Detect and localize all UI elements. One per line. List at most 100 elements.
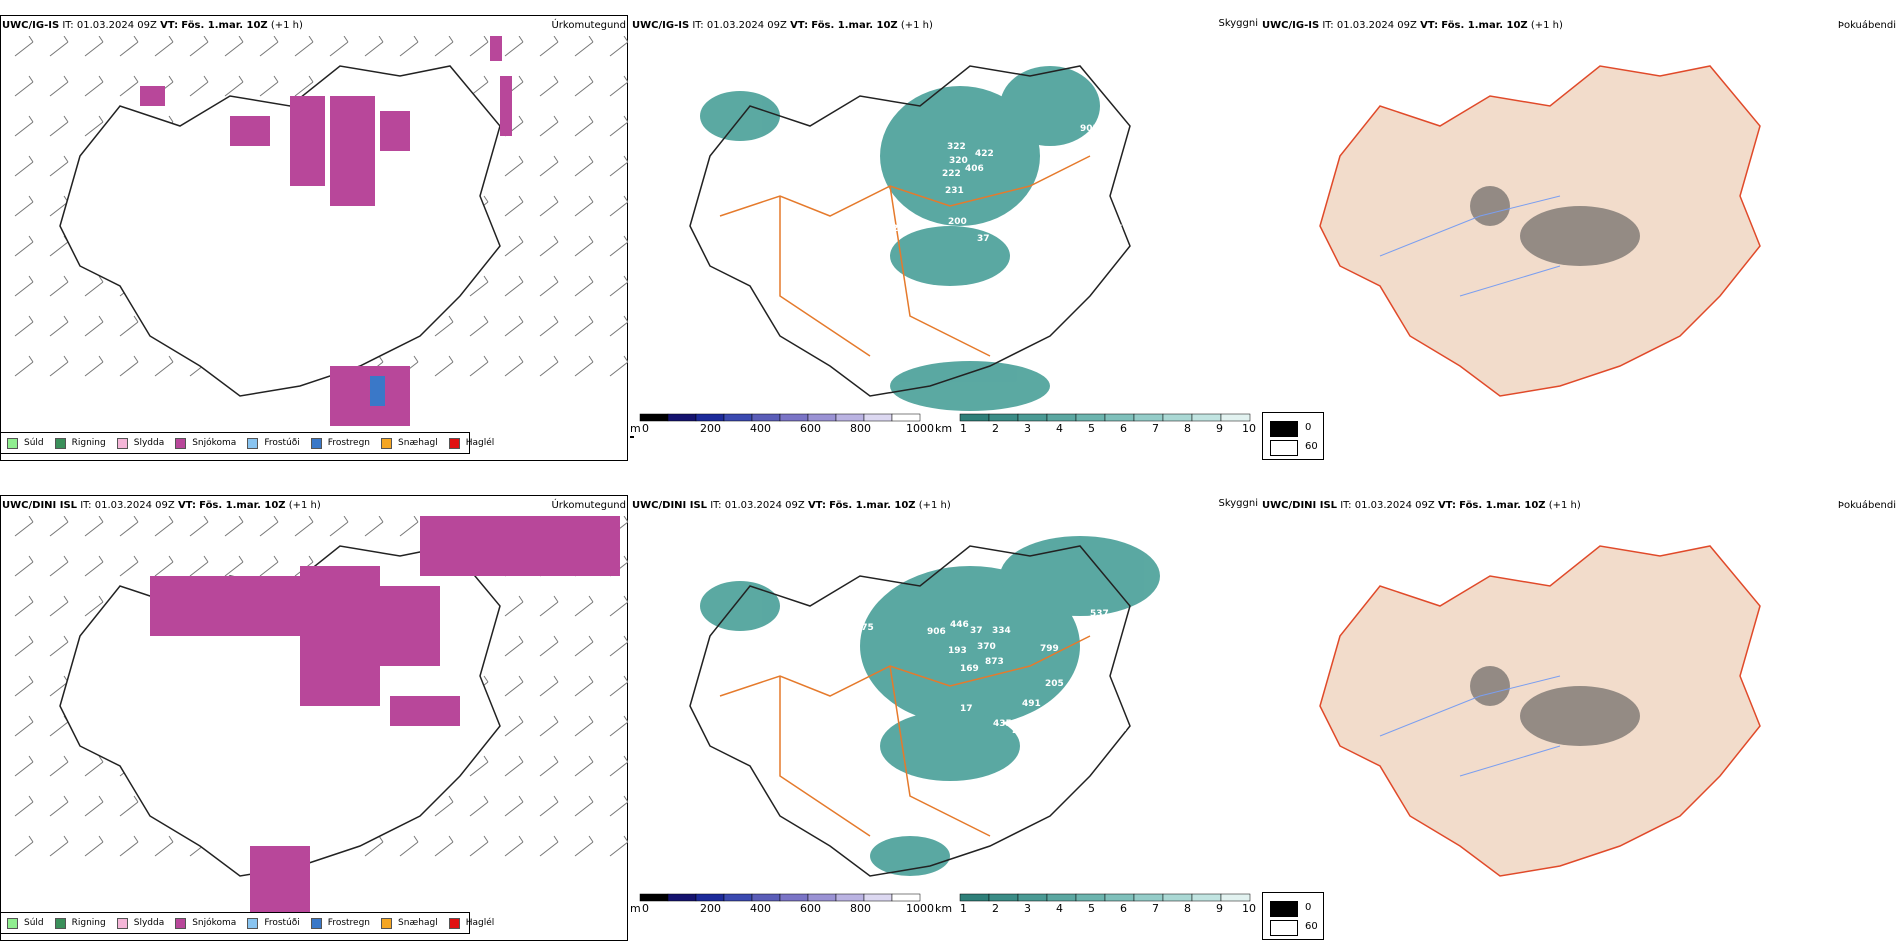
wind-barb [49,835,69,857]
legend-item: Slydda [116,917,164,929]
wind-barb [504,835,524,857]
cloud-map: 375 906 446 334 37 370 193 873 799 537 1… [689,536,1189,877]
wind-barb [504,315,524,337]
wind-barb [469,755,489,777]
wind-barb [609,36,628,57]
svg-text:183: 183 [1108,239,1127,249]
svg-text:17: 17 [960,704,973,714]
wind-barb [364,516,384,537]
panel-title: UWC/DINI ISL IT: 01.03.2024 09Z VT: Fös.… [2,500,321,511]
wind-barb [14,516,34,537]
wind-barb [609,635,628,657]
height-colorbar [630,413,1251,438]
wind-barb [574,195,594,217]
wind-barb [574,795,594,817]
legend-item: Frostúði [247,437,300,449]
wind-barb [539,36,559,57]
wind-barb [609,595,628,617]
svg-text:193: 193 [948,646,967,656]
wind-barb [609,795,628,817]
precip-map [14,516,628,916]
wind-barb [49,516,69,537]
wind-barb [574,675,594,697]
wind-barb [49,36,69,57]
wind-barb [49,755,69,777]
wind-barb [434,355,454,377]
panel-title: UWC/DINI ISL IT: 01.03.2024 09Z VT: Fös.… [632,500,951,511]
wind-barb [609,155,628,177]
panel-type-label: Úrkomutegund [551,500,626,511]
wind-barb [154,36,174,57]
legend-item: Haglél [448,437,494,449]
wind-barb [504,195,524,217]
svg-text:938: 938 [1017,204,1036,214]
cloud-map: 322 320 422 222 406 231 903 938 344 24 2… [689,65,1131,411]
wind-barb [84,795,104,817]
svg-text:228: 228 [858,704,877,714]
wind-barb [469,355,489,377]
panel-title: UWC/IG-IS IT: 01.03.2024 09Z VT: Fös. 1.… [1262,20,1563,31]
snow-areas [150,516,620,916]
panel-type-label: Úrkomutegund [551,20,626,31]
colorbar-labels: m 0 200 400 600 800 1000 km 1 2 3 4 5 6 … [630,422,1256,435]
fog-panel-2: UWC/DINI ISL IT: 01.03.2024 09Z VT: Fös.… [1260,480,1900,950]
wind-barb [259,36,279,57]
precip-type-panel-2: UWC/DINI ISL IT: 01.03.2024 09Z VT: Fös.… [0,480,630,950]
wind-barb [14,595,34,617]
wind-barb [539,755,559,777]
wind-barb [539,835,559,857]
height-colorbar [639,893,1251,902]
wind-barb [154,516,174,537]
svg-text:37: 37 [970,626,983,636]
wind-barb [574,595,594,617]
wind-barb [574,315,594,337]
wind-barb [154,355,174,377]
wind-barb [49,795,69,817]
wind-barb [504,755,524,777]
panel-type-label: Þokuábendi [1837,20,1896,31]
iceland-coastline [689,545,1131,877]
colorbar-labels: m 0 200 400 600 800 1000 km 1 2 3 4 5 6 … [630,902,1256,915]
wind-barb [119,795,139,817]
wind-barb [119,75,139,97]
svg-text:25: 25 [1051,239,1064,249]
wind-barb [84,555,104,577]
svg-text:491: 491 [1022,699,1041,709]
legend-item: Rigning [54,917,106,929]
wind-barb [539,635,559,657]
wind-barb [469,835,489,857]
wind-barb [574,36,594,57]
wind-barb [469,275,489,297]
wind-barb [14,355,34,377]
wind-barb [399,835,419,857]
teal-areas [700,536,1160,876]
wind-barb [49,275,69,297]
wind-barb [84,595,104,617]
wind-barb [294,36,314,57]
wind-barb [84,315,104,337]
svg-text:167: 167 [1110,724,1129,734]
fog-legend: 0 60 [1262,892,1324,940]
legend-item: Rigning [54,437,106,449]
wind-barb [294,75,314,97]
wind-barb [539,315,559,337]
wind-barb [364,36,384,57]
rivers [1379,675,1561,777]
wind-barb [539,235,559,257]
wind-barb [539,675,559,697]
iceland-coastline [59,65,501,397]
wind-barb [14,835,34,857]
svg-text:251: 251 [1048,724,1067,734]
legend-item: Súld [7,437,44,449]
panel-title: UWC/DINI ISL IT: 01.03.2024 09Z VT: Fös.… [1262,500,1581,511]
wind-barb [14,235,34,257]
svg-text:222: 222 [942,169,961,179]
wind-barb [574,755,594,777]
wind-barb [14,555,34,577]
wind-barb [574,75,594,97]
svg-text:37: 37 [977,234,990,244]
snow-depth-labels: 322 320 422 222 406 231 903 938 344 24 2… [892,124,1127,249]
wind-barb [14,195,34,217]
wind-barb [469,315,489,337]
precip-type-panel-1: UWC/IG-IS IT: 01.03.2024 09Z VT: Fös. 1.… [0,0,630,470]
